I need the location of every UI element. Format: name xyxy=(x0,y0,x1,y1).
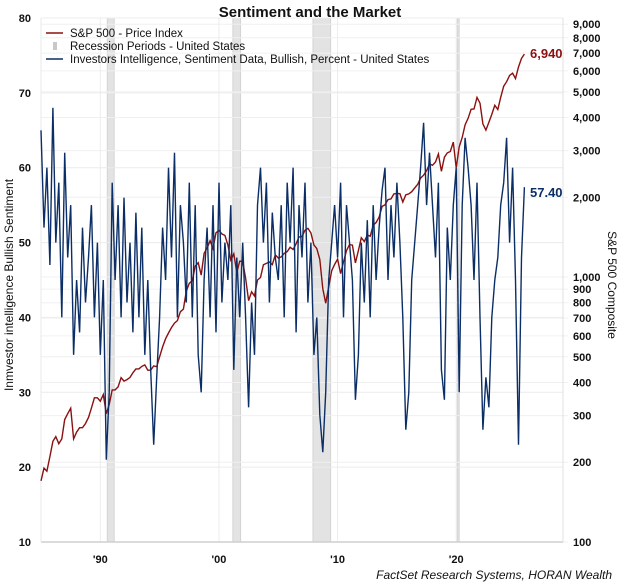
left-tick-label: 40 xyxy=(19,312,31,324)
left-tick-label: 60 xyxy=(19,163,31,175)
source-note: FactSet Research Systems, HORAN Wealth xyxy=(376,568,612,582)
sentiment-end-label: 57.40 xyxy=(530,185,563,200)
right-axis-label: S&P 500 Composite xyxy=(605,231,619,339)
x-tick-label: '20 xyxy=(449,554,464,566)
right-tick-label: 500 xyxy=(573,352,591,364)
sp500-end-label: 6,940 xyxy=(530,46,563,61)
right-tick-label: 6,000 xyxy=(573,66,601,78)
left-tick-label: 50 xyxy=(19,238,31,250)
right-tick-label: 4,000 xyxy=(573,113,601,125)
right-tick-label: 1,000 xyxy=(573,272,601,284)
right-tick-label: 300 xyxy=(573,411,591,423)
right-tick-label: 900 xyxy=(573,284,591,296)
chart-title: Sentiment and the Market xyxy=(219,4,402,21)
right-tick-label: 8,000 xyxy=(573,33,601,45)
x-tick-label: '10 xyxy=(330,554,345,566)
sentiment-line xyxy=(40,107,526,460)
right-tick-label: 5,000 xyxy=(573,87,601,99)
legend: S&P 500 - Price Index Recession Periods … xyxy=(46,28,429,66)
left-axis-label: Inmvestor intelligence Bullish Sentiment xyxy=(2,178,16,391)
right-tick-label: 3,000 xyxy=(573,146,601,158)
left-tick-label: 70 xyxy=(19,88,31,100)
right-tick-label: 2,000 xyxy=(573,192,601,204)
right-tick-label: 600 xyxy=(573,331,591,343)
right-tick-label: 200 xyxy=(573,457,591,469)
legend-label-sentiment: Investors Intelligence, Sentiment Data, … xyxy=(70,54,429,66)
right-tick-label: 9,000 xyxy=(573,19,601,31)
left-tick-label: 80 xyxy=(19,13,31,25)
x-tick-label: '90 xyxy=(93,554,108,566)
x-tick-label: '00 xyxy=(212,554,227,566)
legend-label-recession: Recession Periods - United States xyxy=(70,41,245,53)
legend-swatch-recession xyxy=(53,42,57,50)
legend-label-sp500: S&P 500 - Price Index xyxy=(70,28,183,40)
right-tick-label: 800 xyxy=(573,298,591,310)
left-tick-label: 10 xyxy=(19,537,31,549)
right-tick-label: 400 xyxy=(573,377,591,389)
left-tick-label: 20 xyxy=(19,462,31,474)
right-tick-label: 100 xyxy=(573,537,591,549)
right-tick-label: 700 xyxy=(573,313,591,325)
axes: 10 20 30 40 50 60 70 80 100 200 300 400 500 600 700 800… xyxy=(19,13,601,566)
right-tick-label: 7,000 xyxy=(573,48,601,60)
left-tick-label: 30 xyxy=(19,387,31,399)
